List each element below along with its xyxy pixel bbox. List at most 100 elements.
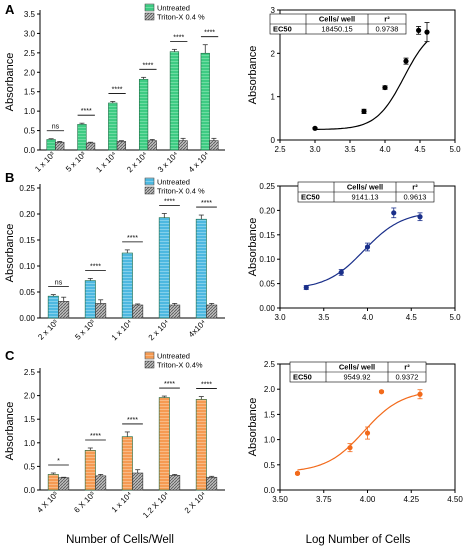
legend-swatch bbox=[144, 360, 155, 369]
bar bbox=[178, 140, 188, 151]
table-header: Cells/ well bbox=[319, 15, 355, 24]
bar bbox=[58, 477, 70, 491]
x-tick-label: 1.2 X 10⁴ bbox=[141, 490, 171, 520]
x-tick-label: 5 x 10³ bbox=[73, 318, 97, 342]
bar bbox=[95, 475, 107, 491]
table-header: r² bbox=[384, 15, 390, 24]
bar bbox=[108, 102, 118, 151]
x-tick-label: 5.0 bbox=[449, 313, 461, 322]
bar bbox=[147, 140, 157, 151]
significance-label: **** bbox=[127, 417, 138, 424]
y-tick-label: 1.0 bbox=[24, 107, 36, 116]
y-axis-title: Absorbance bbox=[247, 398, 259, 457]
x-tick-label: 3.0 bbox=[274, 313, 286, 322]
bar bbox=[158, 397, 170, 491]
x-tick-label: 4x10⁴ bbox=[187, 318, 208, 339]
panel-label-b: B bbox=[5, 170, 14, 185]
data-point bbox=[417, 214, 423, 220]
bar bbox=[47, 295, 59, 319]
x-tick-label: 2 x 10⁴ bbox=[147, 318, 172, 343]
x-tick-label: 3.5 bbox=[344, 145, 356, 154]
significance-label: **** bbox=[90, 433, 101, 440]
y-tick-label: 0.05 bbox=[259, 280, 275, 289]
bar bbox=[84, 280, 96, 319]
significance-label: **** bbox=[173, 34, 184, 41]
bar bbox=[55, 141, 65, 151]
significance-label: **** bbox=[164, 198, 175, 205]
x-tick-label: 2.5 bbox=[274, 145, 286, 154]
legend-label: Untreated bbox=[157, 178, 190, 187]
legend-label: Triton-X 0.4 % bbox=[157, 13, 205, 22]
x-tick-label: 6 X 10³ bbox=[72, 490, 97, 515]
y-tick-label: 3 bbox=[271, 6, 276, 15]
legend-swatch bbox=[144, 12, 155, 21]
significance-label: **** bbox=[127, 235, 138, 242]
y-tick-label: 0.5 bbox=[24, 462, 36, 471]
chart-a-bar: 0.0 0.5 1.0 1.5 2.0 2.5 3.0 3.5 Absorbance ns 1 x … bbox=[4, 4, 225, 175]
x-tick-label: 3 x 10⁴ bbox=[156, 150, 181, 175]
y-tick-label: 2.0 bbox=[264, 385, 276, 394]
bar bbox=[46, 139, 56, 151]
x-tick-label: 3.75 bbox=[316, 495, 332, 504]
table-cell: 9141.13 bbox=[351, 193, 378, 202]
x-tick-label: 4.50 bbox=[447, 495, 463, 504]
y-tick-label: 0 bbox=[271, 136, 276, 145]
table-cell: 0.9738 bbox=[376, 25, 399, 34]
significance-label: **** bbox=[164, 381, 175, 388]
chart-b-curve: 3.0 3.5 4.0 4.5 5.0 0.00 0.05 0.10 0.15 0.20 0.25 A… bbox=[247, 181, 461, 322]
y-tick-label: 0.25 bbox=[259, 182, 275, 191]
significance-label: **** bbox=[204, 30, 215, 37]
chart-c-bar: 0.0 0.5 1.0 1.5 2.0 2.5 Absorbance * 4 X 10³ ****… bbox=[4, 352, 225, 520]
x-tick-label: 1 x 10³ bbox=[33, 150, 57, 174]
y-tick-label: 0.20 bbox=[259, 206, 275, 215]
table-header: Cells/ well bbox=[339, 363, 375, 372]
bar bbox=[121, 436, 133, 491]
data-point bbox=[312, 125, 318, 131]
y-tick-label: 2.0 bbox=[24, 392, 36, 401]
data-point bbox=[364, 244, 371, 250]
significance-label: * bbox=[57, 458, 60, 465]
bar bbox=[169, 304, 181, 319]
y-tick-label: 3.5 bbox=[24, 10, 36, 19]
data-point bbox=[382, 84, 388, 91]
panel-label-c: C bbox=[5, 348, 15, 363]
significance-label: **** bbox=[90, 263, 101, 270]
y-tick-label: 0.15 bbox=[259, 231, 275, 240]
y-tick-label: 0.10 bbox=[259, 255, 275, 264]
table-row-label: EC50 bbox=[293, 373, 312, 382]
data-point bbox=[417, 391, 423, 397]
table-cell: 0.9613 bbox=[404, 193, 427, 202]
bar bbox=[58, 301, 70, 319]
table-row-label: EC50 bbox=[301, 193, 320, 202]
table-cell: 18450.15 bbox=[321, 25, 352, 34]
fit-curve bbox=[315, 41, 428, 130]
y-tick-label: 0.20 bbox=[19, 210, 35, 219]
y-axis-title: Absorbance bbox=[247, 218, 259, 277]
x-axis-title-left: Number of Cells/Well bbox=[66, 534, 174, 546]
bar bbox=[195, 218, 207, 319]
x-tick-label: 4.25 bbox=[403, 495, 419, 504]
significance-label: **** bbox=[142, 62, 153, 69]
data-point bbox=[294, 470, 301, 476]
table-row-label: EC50 bbox=[273, 25, 292, 34]
x-axis-title-right: Log Number of Cells bbox=[306, 534, 411, 546]
legend-swatch bbox=[144, 177, 155, 186]
x-tick-label: 5 x 10³ bbox=[64, 150, 88, 174]
bar bbox=[169, 51, 180, 151]
bar bbox=[169, 475, 181, 491]
significance-label: **** bbox=[201, 200, 212, 207]
y-tick-label: 0.5 bbox=[264, 461, 276, 470]
y-tick-label: 0.10 bbox=[19, 262, 35, 271]
y-tick-label: 3.0 bbox=[24, 29, 36, 38]
y-tick-label: 2.5 bbox=[24, 49, 36, 58]
y-axis-title: Absorbance bbox=[4, 53, 16, 112]
chart-c-curve: 3.50 3.75 4.00 4.25 4.50 0.0 0.5 1.0 1.5 2.0 2.5 Ab… bbox=[247, 360, 463, 504]
x-tick-label: 4.5 bbox=[414, 145, 426, 154]
x-tick-label: 1 x 10⁴ bbox=[94, 150, 119, 175]
y-tick-label: 1.0 bbox=[264, 436, 276, 445]
x-tick-label: 2 x 10⁴ bbox=[125, 150, 150, 175]
table-header: Cells/ well bbox=[347, 183, 383, 192]
legend-swatch bbox=[144, 351, 155, 360]
bar bbox=[84, 450, 96, 491]
